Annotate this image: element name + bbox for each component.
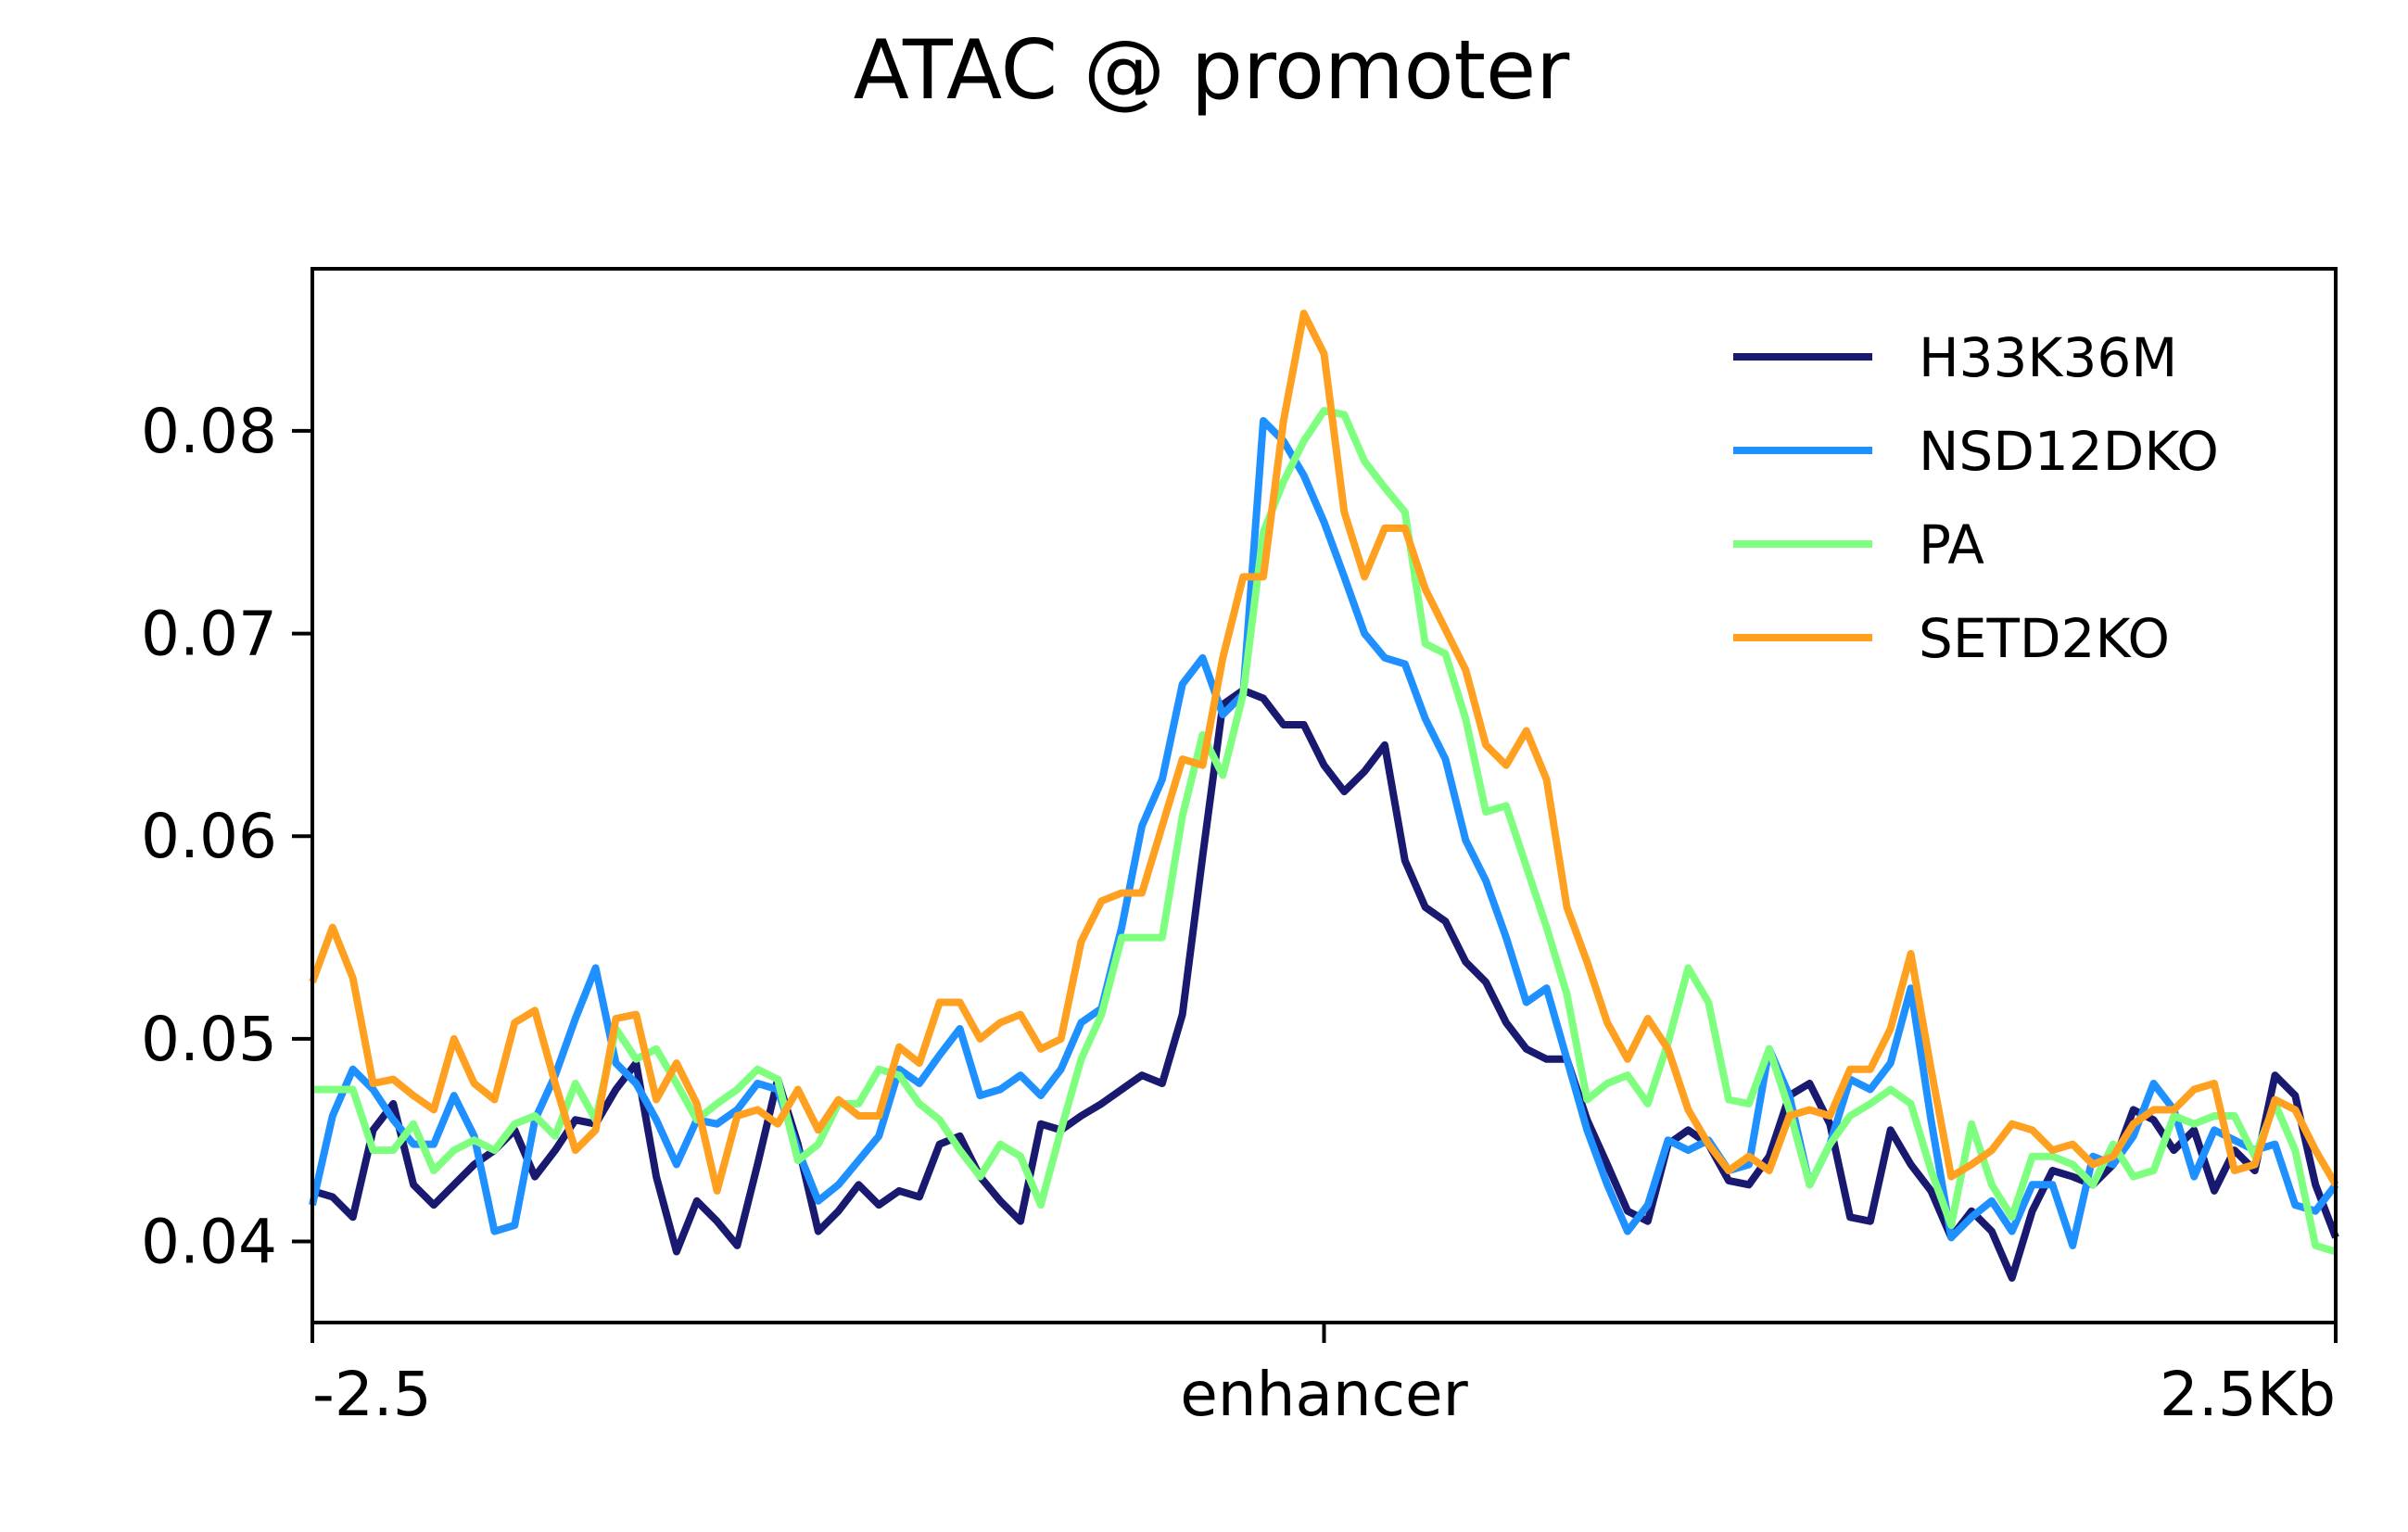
y-tick-label: 0.08 — [141, 396, 277, 467]
series-line-nsd12dko — [309, 417, 2339, 1249]
y-tick-label: 0.06 — [141, 801, 277, 872]
x-tick-label: enhancer — [1180, 1359, 1468, 1430]
series-lines — [309, 310, 2339, 1282]
chart-title: ATAC @ promoter — [854, 22, 1570, 118]
x-tick-label: -2.5 — [312, 1359, 432, 1430]
legend-label: NSD12DKO — [1919, 420, 2219, 483]
y-axis: 0.04 0.05 0.06 0.07 0.08 — [141, 396, 312, 1278]
legend: H33K36M NSD12DKO PA SETD2KO — [1733, 326, 2219, 670]
series-line-h33k36m — [311, 686, 2339, 1282]
legend-label: H33K36M — [1919, 326, 2177, 389]
series-line-setd2ko — [309, 310, 2339, 1195]
series-line-pa — [312, 407, 2338, 1256]
x-axis: -2.5 enhancer 2.5Kb — [311, 1323, 2338, 1430]
legend-label: PA — [1919, 513, 1984, 576]
y-tick-label: 0.05 — [141, 1004, 277, 1075]
y-tick-label: 0.07 — [141, 599, 277, 670]
y-tick-label: 0.04 — [141, 1207, 277, 1278]
legend-label: SETD2KO — [1919, 607, 2170, 670]
x-tick-label: 2.5Kb — [2160, 1359, 2336, 1430]
